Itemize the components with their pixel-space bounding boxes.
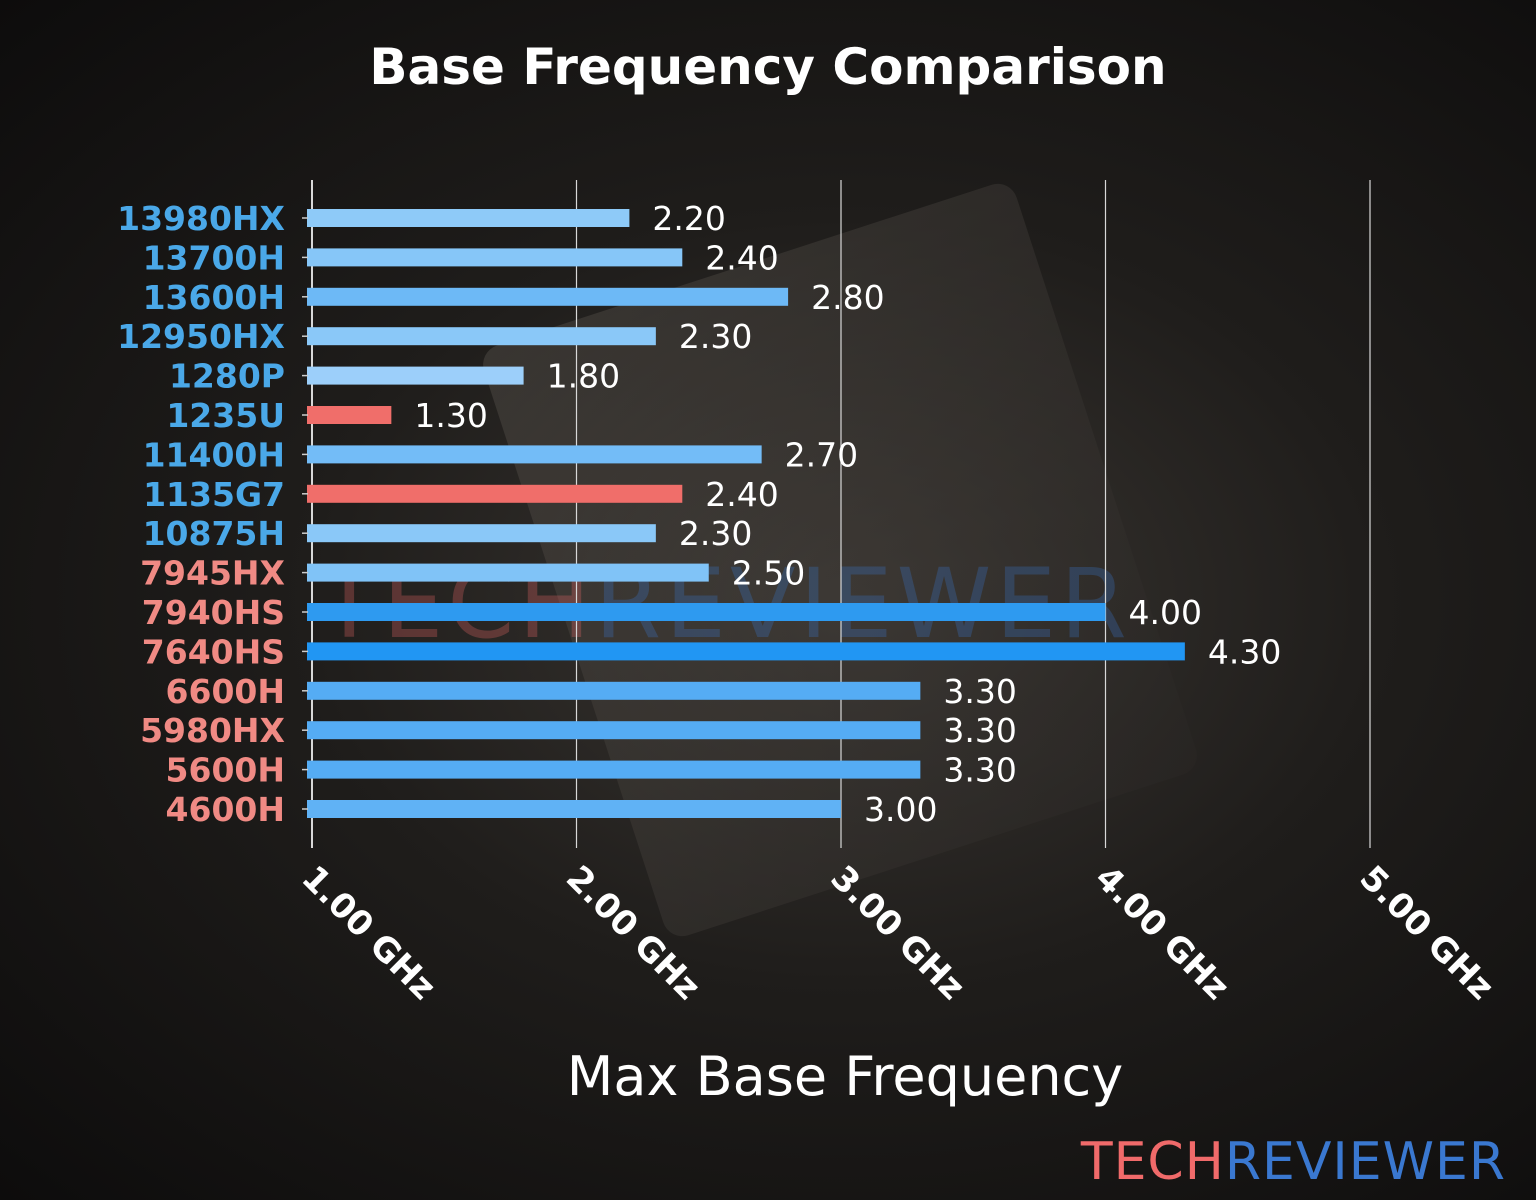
value-label: 2.20 <box>652 199 725 238</box>
category-label: 13980HX <box>117 199 285 238</box>
value-label: 2.30 <box>679 317 752 356</box>
bar <box>307 484 683 503</box>
category-label: 7945HX <box>140 554 285 593</box>
bar <box>307 524 656 543</box>
value-label: 2.70 <box>785 435 858 474</box>
category-label: 7940HS <box>142 593 285 632</box>
logo-part1: TECH <box>1080 1132 1225 1192</box>
bar <box>307 366 524 385</box>
x-tick-label: 2.00 GHz <box>558 858 708 1008</box>
category-label: 7640HS <box>142 632 285 671</box>
category-label: 12950HX <box>117 317 285 356</box>
category-label: 13600H <box>143 278 285 317</box>
bar <box>307 563 709 582</box>
category-label: 5600H <box>166 751 285 790</box>
category-label: 10875H <box>143 514 285 553</box>
category-label: 5980HX <box>140 711 285 750</box>
value-label: 2.80 <box>811 278 884 317</box>
bar <box>307 681 921 700</box>
logo-part2: REVIEWER <box>1224 1132 1506 1192</box>
value-label: 2.50 <box>732 554 805 593</box>
x-axis-label: Max Base Frequency <box>567 1045 1123 1108</box>
category-label: 1135G7 <box>143 475 285 514</box>
bar <box>307 406 392 424</box>
bar <box>307 327 656 346</box>
value-label: 1.30 <box>414 396 487 435</box>
bar <box>307 642 1185 661</box>
bar <box>307 287 789 306</box>
category-label: 11400H <box>143 435 285 474</box>
bar <box>307 603 1106 621</box>
bars: 13980HX 2.20 13700H 2.40 13600H 2.80 12950HX 2.… <box>117 199 1281 829</box>
techreviewer-logo: TECHREVIEWER <box>1081 1132 1506 1192</box>
category-label: 4600H <box>166 790 285 829</box>
category-label: 6600H <box>166 672 285 711</box>
value-label: 4.30 <box>1208 632 1281 671</box>
value-label: 3.30 <box>943 672 1016 711</box>
chart-title: Base Frequency Comparison <box>369 38 1166 96</box>
x-tick-label: 3.00 GHz <box>823 858 973 1008</box>
bar <box>307 209 630 227</box>
value-label: 2.30 <box>679 514 752 553</box>
value-label: 2.40 <box>705 475 778 514</box>
value-label: 1.80 <box>547 357 620 396</box>
value-label: 3.30 <box>943 711 1016 750</box>
category-label: 1280P <box>169 357 285 396</box>
bar <box>307 248 683 267</box>
value-label: 4.00 <box>1129 593 1202 632</box>
bar <box>307 760 921 779</box>
value-label: 3.00 <box>864 790 937 829</box>
category-label: 13700H <box>143 238 285 277</box>
value-label: 3.30 <box>943 751 1016 790</box>
bar <box>307 721 921 740</box>
x-tick-label: 5.00 GHz <box>1352 858 1502 1008</box>
category-label: 1235U <box>166 396 285 435</box>
x-tick-label: 4.00 GHz <box>1087 858 1237 1008</box>
bar <box>307 800 841 818</box>
x-tick-label: 1.00 GHz <box>294 858 444 1008</box>
value-label: 2.40 <box>705 238 778 277</box>
bar <box>307 445 762 464</box>
